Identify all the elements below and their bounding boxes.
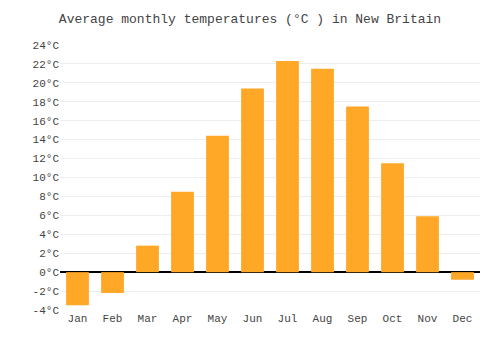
svg-text:2°C: 2°C <box>39 248 59 260</box>
svg-text:Mar: Mar <box>138 313 158 325</box>
svg-text:8°C: 8°C <box>39 191 59 203</box>
svg-text:-4°C: -4°C <box>33 305 60 317</box>
svg-text:Sep: Sep <box>348 313 368 325</box>
svg-text:Dec: Dec <box>453 313 473 325</box>
svg-text:-2°C: -2°C <box>33 286 60 298</box>
svg-text:24°C: 24°C <box>33 40 60 52</box>
svg-text:0°C: 0°C <box>39 267 59 279</box>
svg-text:Jun: Jun <box>243 313 263 325</box>
svg-text:Oct: Oct <box>383 313 403 325</box>
svg-text:10°C: 10°C <box>33 172 60 184</box>
svg-text:18°C: 18°C <box>33 97 60 109</box>
svg-text:20°C: 20°C <box>33 78 60 90</box>
svg-text:12°C: 12°C <box>33 153 60 165</box>
svg-text:6°C: 6°C <box>39 210 59 222</box>
svg-text:4°C: 4°C <box>39 229 59 241</box>
svg-text:Nov: Nov <box>418 313 438 325</box>
svg-text:May: May <box>208 313 228 325</box>
svg-text:Average monthly temperatures (: Average monthly temperatures (°C ) in Ne… <box>59 12 441 27</box>
svg-text:16°C: 16°C <box>33 116 60 128</box>
svg-text:Apr: Apr <box>173 313 193 325</box>
svg-text:14°C: 14°C <box>33 134 60 146</box>
svg-text:Jan: Jan <box>68 313 88 325</box>
svg-text:22°C: 22°C <box>33 59 60 71</box>
svg-text:Aug: Aug <box>313 313 333 325</box>
svg-text:Feb: Feb <box>103 313 123 325</box>
svg-text:Jul: Jul <box>278 313 298 325</box>
